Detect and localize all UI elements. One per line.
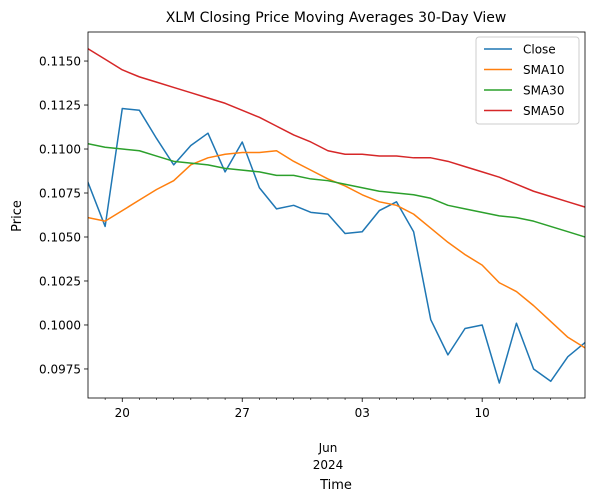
legend-label: SMA50	[523, 104, 564, 118]
y-tick-label: 0.1025	[39, 274, 81, 288]
y-tick-label: 0.1075	[39, 186, 81, 200]
x-tick-label: 20	[115, 406, 130, 420]
x-tick-label: 10	[475, 406, 490, 420]
y-axis-label: Price	[10, 200, 25, 232]
series-line-sma30	[88, 142, 585, 238]
y-tick-label: 0.1125	[39, 98, 81, 112]
x-month-label: Jun	[318, 441, 338, 455]
x-year-label: 2024	[313, 458, 344, 472]
x-tick-label: 27	[235, 406, 250, 420]
y-tick-label: 0.1050	[39, 230, 81, 244]
y-tick-label: 0.1000	[39, 318, 81, 332]
legend-label: SMA10	[523, 63, 564, 77]
chart-title: XLM Closing Price Moving Averages 30-Day…	[166, 10, 507, 26]
series-layer	[88, 47, 585, 384]
y-axis: 0.0975 0.1000 0.1025 0.1050 0.1075 0.1100 0.11…	[39, 54, 88, 376]
legend-label: Close	[523, 43, 556, 57]
legend: Close SMA10 SMA30 SMA50	[475, 36, 580, 125]
y-tick-label: 0.1100	[39, 142, 81, 156]
plot-frame	[87, 31, 586, 399]
x-axis-label: Time	[319, 478, 352, 493]
y-tick-label: 0.0975	[39, 362, 81, 376]
legend-box	[475, 36, 580, 125]
y-tick-label: 0.1150	[39, 54, 81, 68]
legend-label: SMA30	[523, 84, 564, 98]
series-line-sma50	[88, 47, 585, 208]
x-axis: 20 27 03 10	[104, 398, 569, 420]
x-tick-label: 03	[355, 406, 370, 420]
